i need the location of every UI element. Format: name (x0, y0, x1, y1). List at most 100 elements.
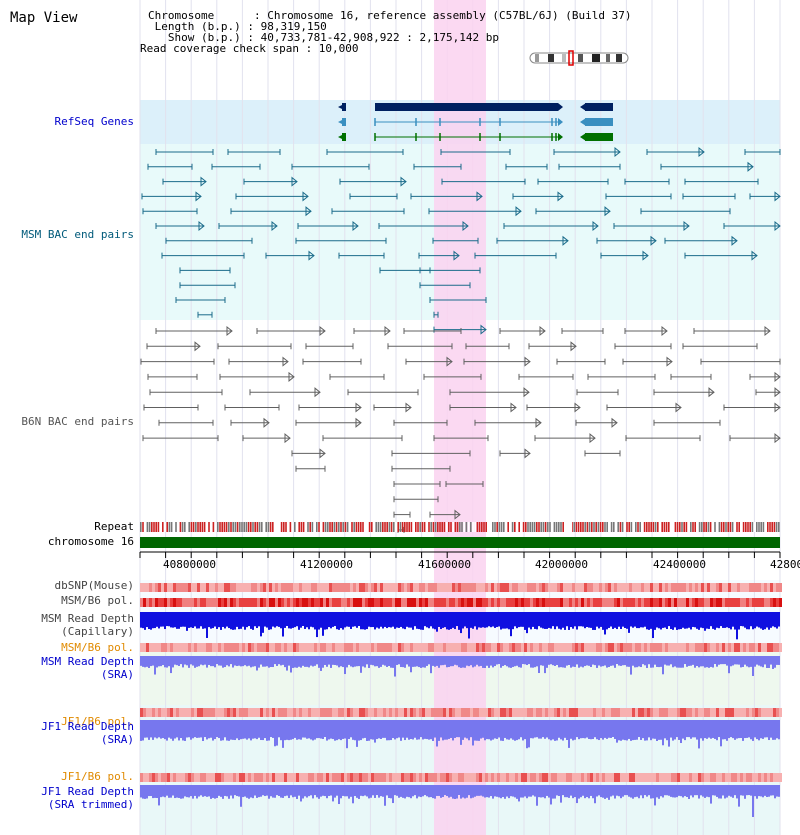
msm-depth-sra-bar[interactable] (298, 656, 300, 667)
jf1-depth-sra-bar[interactable] (432, 720, 434, 741)
msm-depth-sra-bar[interactable] (372, 656, 374, 666)
jf1-depth-sra-bar[interactable] (600, 720, 602, 739)
jf1-depth-trim-bar[interactable] (264, 785, 266, 797)
msm-b6-pol-2-heat[interactable] (755, 643, 758, 652)
jf1-depth-trim-bar[interactable] (204, 785, 206, 797)
msm-b6-pol-heat[interactable] (713, 598, 716, 607)
dbsnp-heat[interactable] (479, 583, 482, 592)
repeat-mark[interactable] (533, 522, 536, 532)
jf1-b6-pol-heat[interactable] (713, 708, 716, 717)
jf1-b6-pol-heat[interactable] (215, 708, 218, 717)
msm-depth-sra-bar[interactable] (704, 656, 706, 668)
repeat-mark[interactable] (311, 522, 314, 532)
msm-b6-pol-heat[interactable] (560, 598, 563, 607)
repeat-mark[interactable] (472, 522, 474, 532)
jf1-b6-pol-2-heat[interactable] (299, 773, 302, 782)
jf1-depth-trim-bar[interactable] (746, 785, 748, 796)
jf1-depth-sra-bar[interactable] (202, 720, 204, 741)
msm-b6-pol-heat[interactable] (305, 598, 308, 607)
jf1-depth-sra-bar[interactable] (322, 720, 324, 740)
repeat-mark[interactable] (250, 522, 252, 532)
dbsnp-heat[interactable] (617, 583, 620, 592)
repeat-mark[interactable] (157, 522, 160, 532)
jf1-depth-sra-bar[interactable] (640, 720, 642, 740)
jf1-depth-sra-bar[interactable] (552, 720, 554, 740)
jf1-depth-sra-bar[interactable] (438, 720, 440, 741)
msm-depth-sra-bar[interactable] (616, 656, 618, 665)
dbsnp-heat[interactable] (434, 583, 437, 592)
jf1-depth-trim-bar[interactable] (470, 785, 472, 799)
jf1-b6-pol-heat[interactable] (224, 708, 227, 717)
dbsnp-heat[interactable] (668, 583, 671, 592)
msm-depth-capillary-bar[interactable] (242, 612, 244, 627)
jf1-depth-sra-bar[interactable] (664, 720, 666, 739)
msm-depth-sra-bar[interactable] (518, 656, 520, 668)
jf1-b6-pol-2-heat[interactable] (386, 773, 389, 782)
jf1-depth-trim-bar[interactable] (634, 785, 636, 798)
jf1-depth-sra-bar[interactable] (756, 720, 758, 740)
jf1-depth-sra-bar[interactable] (536, 720, 538, 738)
msm-depth-sra-bar[interactable] (162, 656, 164, 666)
msm-b6-pol-heat[interactable] (707, 598, 710, 607)
msm-depth-capillary-bar[interactable] (748, 612, 750, 630)
msm-depth-sra-bar[interactable] (392, 656, 394, 668)
msm-depth-sra-bar[interactable] (378, 656, 380, 668)
msm-depth-capillary-bar[interactable] (736, 612, 738, 640)
msm-b6-pol-heat[interactable] (692, 598, 695, 607)
msm-b6-pol-2-heat[interactable] (446, 643, 449, 652)
dbsnp-heat[interactable] (491, 583, 494, 592)
jf1-b6-pol-heat[interactable] (203, 708, 206, 717)
repeat-mark[interactable] (608, 522, 611, 532)
jf1-depth-sra-bar[interactable] (546, 720, 548, 738)
repeat-mark[interactable] (489, 522, 492, 532)
dbsnp-heat[interactable] (659, 583, 662, 592)
jf1-b6-pol-heat[interactable] (449, 708, 452, 717)
jf1-b6-pol-heat[interactable] (332, 708, 335, 717)
jf1-depth-sra-bar[interactable] (526, 720, 528, 749)
b6n-bac-pair-arrow[interactable] (288, 371, 295, 382)
msm-depth-sra-bar[interactable] (588, 656, 590, 666)
msm-b6-pol-2-heat[interactable] (293, 643, 296, 652)
jf1-b6-pol-2-heat[interactable] (305, 773, 308, 782)
jf1-depth-trim-bar[interactable] (756, 785, 758, 799)
jf1-depth-trim-bar[interactable] (390, 785, 392, 799)
msm-depth-sra-bar[interactable] (688, 656, 690, 666)
msm-b6-pol-2-heat[interactable] (641, 643, 644, 652)
dbsnp-heat[interactable] (743, 583, 746, 592)
msm-b6-pol-2-heat[interactable] (701, 643, 704, 652)
jf1-depth-trim-bar[interactable] (722, 785, 724, 796)
jf1-depth-trim-bar[interactable] (266, 785, 268, 796)
msm-b6-pol-heat[interactable] (191, 598, 194, 607)
msm-depth-capillary-bar[interactable] (298, 612, 300, 630)
msm-b6-pol-heat[interactable] (512, 598, 515, 607)
jf1-depth-trim-bar[interactable] (620, 785, 622, 799)
msm-depth-capillary-bar[interactable] (392, 612, 394, 627)
msm-depth-capillary-bar[interactable] (142, 612, 144, 629)
dbsnp-heat[interactable] (464, 583, 467, 592)
repeat-mark[interactable] (531, 522, 534, 532)
dbsnp-heat[interactable] (488, 583, 491, 592)
msm-depth-sra-bar[interactable] (622, 656, 624, 666)
jf1-depth-trim-bar[interactable] (546, 785, 548, 796)
msm-b6-pol-2-heat[interactable] (323, 643, 326, 652)
jf1-depth-trim-bar[interactable] (680, 785, 682, 797)
msm-depth-capillary-bar[interactable] (218, 612, 220, 628)
msm-depth-sra-bar[interactable] (412, 656, 414, 667)
repeat-mark[interactable] (349, 522, 351, 532)
jf1-depth-sra-bar[interactable] (302, 720, 304, 738)
repeat-mark[interactable] (230, 522, 232, 532)
jf1-depth-trim-bar[interactable] (356, 785, 358, 798)
jf1-b6-pol-heat[interactable] (434, 708, 437, 717)
repeat-mark[interactable] (481, 522, 483, 532)
msm-depth-sra-bar[interactable] (462, 656, 464, 668)
msm-b6-pol-heat[interactable] (569, 598, 572, 607)
msm-depth-sra-bar[interactable] (402, 656, 404, 668)
msm-b6-pol-heat[interactable] (545, 598, 548, 607)
msm-depth-sra-bar[interactable] (286, 656, 288, 671)
msm-depth-capillary-bar[interactable] (308, 612, 310, 630)
jf1-depth-trim-bar[interactable] (590, 785, 592, 796)
jf1-depth-sra-bar[interactable] (280, 720, 282, 741)
msm-depth-sra-bar[interactable] (404, 656, 406, 668)
jf1-depth-sra-bar[interactable] (752, 720, 754, 741)
repeat-mark[interactable] (320, 522, 322, 532)
